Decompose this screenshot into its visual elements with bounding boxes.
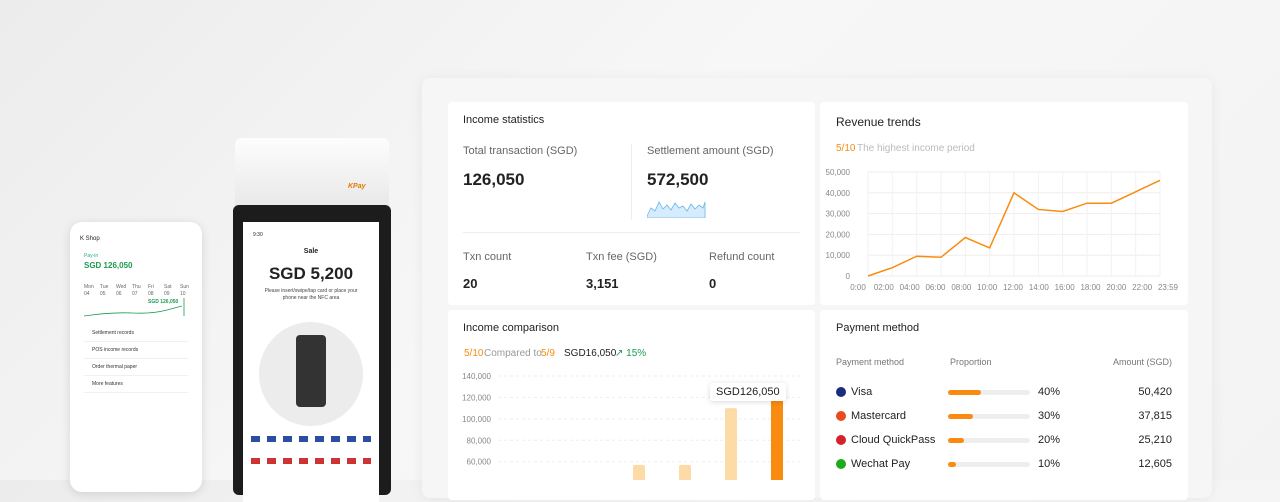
menu-divider xyxy=(84,341,188,342)
compared-date: 5/9 xyxy=(541,348,555,359)
menu-divider xyxy=(84,375,188,376)
change-value: 15% xyxy=(626,348,647,359)
method-icon xyxy=(836,435,846,445)
proportion-label: 20% xyxy=(1038,434,1061,446)
method-name: Wechat Pay xyxy=(851,458,911,470)
date-label: 10 xyxy=(180,291,186,297)
date-label: 04 xyxy=(84,291,90,297)
menu-item: More features xyxy=(92,381,123,387)
table-header: Amount (SGD) xyxy=(1112,357,1172,367)
pos-title: Sale xyxy=(303,248,319,255)
amount: 25,210 xyxy=(1138,434,1172,446)
method-icon xyxy=(836,411,846,421)
payment-logos xyxy=(251,458,371,464)
amount: 50,420 xyxy=(1138,386,1172,398)
panel-title: Income statistics xyxy=(463,114,545,126)
proportion-label: 10% xyxy=(1038,458,1061,470)
amount: 37,815 xyxy=(1138,410,1172,422)
stat-value: 0 xyxy=(709,276,717,291)
day-label: Sat xyxy=(164,284,172,290)
subtitle: The highest income period xyxy=(857,143,975,154)
proportion-label: 40% xyxy=(1038,386,1061,398)
compared-text: Compared to xyxy=(484,348,542,359)
panel-title: Revenue trends xyxy=(836,115,921,129)
stat-value: 20 xyxy=(463,276,478,291)
method-icon xyxy=(836,387,846,397)
payment-method-panel: Payment method Payment method Proportion… xyxy=(820,310,1188,500)
method-icon xyxy=(836,459,846,469)
sparkline xyxy=(647,201,706,218)
pos-brand: KPay xyxy=(348,183,366,190)
stat-value: 3,151 xyxy=(586,276,619,291)
pay-in-amount: SGD 126,050 xyxy=(84,261,133,270)
sparkline-area xyxy=(647,201,706,218)
stat-label: Refund count xyxy=(709,251,775,263)
pos-screen: 9:30 Sale SGD 5,200 Please insert/swipe/… xyxy=(243,222,379,502)
progress-track xyxy=(948,390,1030,395)
stat-label: Total transaction (SGD) xyxy=(463,145,578,157)
day-label: Wed xyxy=(116,284,127,290)
stat-value: 126,050 xyxy=(463,170,525,189)
progress-track xyxy=(948,462,1030,467)
pos-amount: SGD 5,200 xyxy=(268,264,354,283)
method-name: Mastercard xyxy=(851,410,907,422)
method-name: Cloud QuickPass xyxy=(851,434,936,446)
menu-item: POS income records xyxy=(92,347,139,353)
date-label: 08 xyxy=(148,291,154,297)
menu-item: Settlement records xyxy=(92,330,134,336)
date-label: 07 xyxy=(132,291,138,297)
change: ↗ 15% xyxy=(615,348,647,359)
date-label: 05 xyxy=(100,291,106,297)
progress-bar xyxy=(948,438,965,443)
mini-chart-label: SGD 126,050 xyxy=(148,299,179,305)
divider xyxy=(631,144,632,220)
stat-label: Txn count xyxy=(463,251,512,263)
day-label: Thu xyxy=(132,284,141,290)
stat-label: Settlement amount (SGD) xyxy=(647,145,774,157)
phone: K Shop Pay-in SGD 126,050 SGD 126,050 Mo… xyxy=(70,222,202,492)
income-statistics-panel: Income statistics Total transaction (SGD… xyxy=(448,102,815,305)
day-label: Fri xyxy=(148,284,154,290)
day-label: Sun xyxy=(180,284,189,290)
stat-value: 572,500 xyxy=(647,170,709,189)
progress-track xyxy=(948,438,1030,443)
pos-time: 9:30 xyxy=(253,232,263,238)
menu-item: Order thermal paper xyxy=(92,364,138,370)
method-name: Visa xyxy=(851,386,873,398)
pos-body: 9:30 Sale SGD 5,200 Please insert/swipe/… xyxy=(233,205,391,502)
progress-track xyxy=(948,414,1030,419)
income-comparison-panel: Income comparison 5/10 Compared to 5/9 S… xyxy=(448,310,815,500)
day-label: Mon xyxy=(84,284,94,290)
pos-instruction: Please insert/swipe/tap card or place yo… xyxy=(264,288,358,301)
panel-title: Payment method xyxy=(836,322,920,334)
amount: 12,605 xyxy=(1138,458,1172,470)
date: 5/10 xyxy=(836,143,856,154)
date-label: 06 xyxy=(116,291,122,297)
progress-bar xyxy=(948,390,981,395)
panel-title: Income comparison xyxy=(463,322,559,334)
revenue-trends-panel: Revenue trends 5/10 The highest income p… xyxy=(820,102,1188,305)
terminal-icon xyxy=(296,335,326,407)
stat-label: Txn fee (SGD) xyxy=(586,251,657,263)
proportion-label: 30% xyxy=(1038,410,1061,422)
payment-logos xyxy=(251,436,371,442)
progress-bar xyxy=(948,462,957,467)
progress-bar xyxy=(948,414,973,419)
table-header: Proportion xyxy=(950,357,992,367)
menu-divider xyxy=(84,358,188,359)
tooltip: SGD126,050 xyxy=(710,383,786,401)
pos-printer: KPay xyxy=(235,138,389,208)
shop-name: K Shop xyxy=(80,236,100,242)
compared-amount: SGD16,050 xyxy=(564,348,617,359)
mini-line xyxy=(83,305,183,317)
date: 5/10 xyxy=(464,348,484,359)
mini-chart xyxy=(83,298,185,317)
date-label: 09 xyxy=(164,291,170,297)
day-label: Tue xyxy=(100,284,109,290)
table-header: Payment method xyxy=(836,357,905,367)
menu-divider xyxy=(84,392,188,393)
divider xyxy=(463,232,800,233)
pay-in-label: Pay-in xyxy=(84,253,99,259)
